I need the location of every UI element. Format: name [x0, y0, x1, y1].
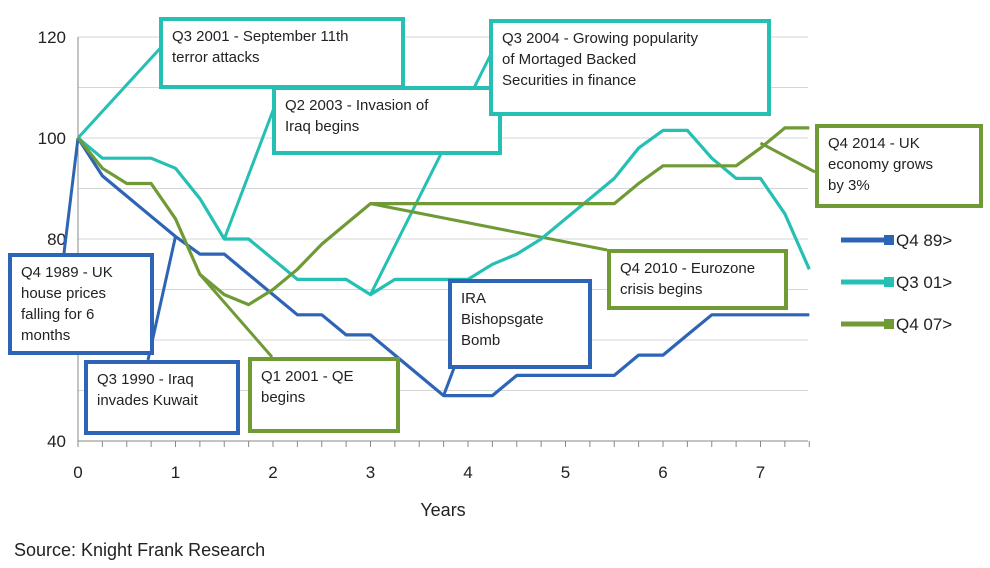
series-line-2 [76, 128, 811, 297]
annotation-connector [198, 273, 274, 358]
series-lines [76, 126, 811, 398]
annotation-box: Q2 2003 - Invasion of Iraq begins [272, 86, 502, 155]
annotation-box: Q4 2014 - UK economy grows by 3% [815, 124, 983, 208]
annotation-connector [370, 202, 608, 252]
legend-entry: Q4 07> [896, 315, 952, 334]
y-tick-label: 40 [47, 432, 66, 451]
legend: Q4 89> Q3 01> Q4 07> [841, 231, 952, 334]
series-line-1 [76, 137, 810, 398]
annotation-connector [759, 141, 816, 174]
annotation-box: IRA Bishopsgate Bomb [448, 279, 592, 369]
y-tick-label: 80 [47, 230, 66, 249]
legend-marker [884, 319, 894, 329]
annotation-connector [62, 137, 80, 254]
x-tick-label: 0 [73, 463, 82, 482]
x-tick-label: 4 [463, 463, 472, 482]
legend-entry: Q4 89> [896, 231, 952, 250]
x-tick-label: 5 [561, 463, 570, 482]
x-tick-label: 3 [366, 463, 375, 482]
x-tick-label: 2 [268, 463, 277, 482]
source-note: Source: Knight Frank Research [14, 540, 266, 560]
y-axis-ticks: 40 80 100 120 [38, 28, 66, 451]
annotation-connector [442, 367, 456, 397]
y-tick-label: 120 [38, 28, 66, 47]
x-tick-label: 7 [756, 463, 765, 482]
annotation-connector [222, 99, 279, 240]
legend-marker [884, 235, 894, 245]
annotation-box: Q1 2001 - QE begins [248, 357, 400, 433]
legend-entry: Q3 01> [896, 273, 952, 292]
annotation-box: Q4 2010 - Eurozone crisis begins [607, 249, 788, 310]
x-axis-title: Years [420, 500, 465, 520]
legend-marker [884, 277, 894, 287]
x-tick-label: 6 [658, 463, 667, 482]
x-tick-label: 1 [171, 463, 180, 482]
annotation-connector [76, 41, 167, 140]
annotation-box: Q3 2004 - Growing popularity of Mortaged… [489, 19, 771, 116]
series-line-3 [76, 126, 810, 307]
annotation-box: Q3 2001 - September 11th terror attacks [159, 17, 405, 89]
annotation-box: Q3 1990 - Iraq invades Kuwait [84, 360, 240, 435]
x-axis-ticks: 0 1 2 3 4 5 6 7 [73, 463, 765, 482]
annotation-box: Q4 1989 - UK house prices falling for 6 … [8, 253, 154, 355]
y-tick-label: 100 [38, 129, 66, 148]
